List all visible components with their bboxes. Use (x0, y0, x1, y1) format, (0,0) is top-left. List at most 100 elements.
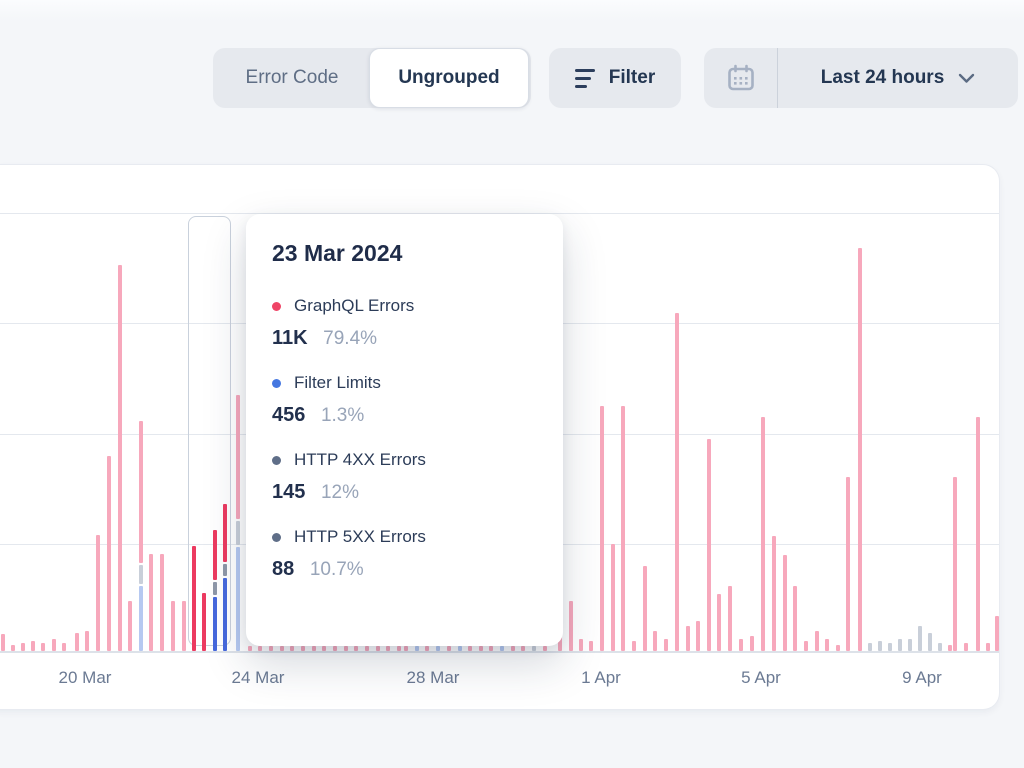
tab-error-code[interactable]: Error Code (245, 67, 339, 88)
bar-segment[interactable] (976, 417, 980, 651)
bar-segment[interactable] (354, 646, 358, 651)
bar-segment[interactable] (995, 616, 999, 651)
bar-segment[interactable] (404, 646, 408, 651)
bar-segment[interactable] (236, 395, 240, 519)
bar-segment[interactable] (118, 265, 122, 651)
bar-segment[interactable] (386, 646, 390, 651)
calendar-section[interactable] (704, 48, 778, 108)
bar-segment[interactable] (139, 565, 143, 584)
bar-segment[interactable] (1, 634, 5, 651)
bar-segment[interactable] (376, 646, 380, 651)
bar-segment[interactable] (707, 439, 711, 651)
bar-segment[interactable] (953, 477, 957, 651)
bar-segment[interactable] (458, 646, 462, 651)
bar-segment[interactable] (898, 639, 902, 651)
bar-segment[interactable] (107, 456, 111, 651)
bar-segment[interactable] (447, 646, 451, 651)
bar-segment[interactable] (589, 641, 593, 651)
bar-segment[interactable] (986, 643, 990, 651)
bar-segment[interactable] (258, 646, 262, 651)
bar-segment[interactable] (149, 554, 153, 651)
bar-segment[interactable] (643, 566, 647, 651)
bar-segment[interactable] (761, 417, 765, 651)
bar-segment[interactable] (846, 477, 850, 651)
bar-segment[interactable] (579, 639, 583, 651)
bar-segment[interactable] (415, 646, 419, 651)
bar-segment[interactable] (750, 636, 754, 651)
bar-segment[interactable] (717, 594, 721, 651)
bar-segment[interactable] (479, 646, 483, 651)
bar-segment[interactable] (280, 646, 284, 651)
bar-segment[interactable] (675, 313, 679, 651)
bar-segment[interactable] (333, 646, 337, 651)
bar-segment[interactable] (858, 248, 862, 651)
bar-segment[interactable] (793, 586, 797, 651)
bar-segment[interactable] (301, 646, 305, 651)
bar-segment[interactable] (213, 597, 217, 651)
bar-segment[interactable] (75, 633, 79, 651)
bar-segment[interactable] (21, 643, 25, 651)
bar-segment[interactable] (11, 645, 15, 651)
bar-segment[interactable] (52, 639, 56, 651)
bar-segment[interactable] (825, 639, 829, 651)
bar-segment[interactable] (836, 645, 840, 651)
bar-segment[interactable] (192, 546, 196, 651)
bar-segment[interactable] (948, 645, 952, 651)
bar-segment[interactable] (653, 631, 657, 651)
bar-segment[interactable] (236, 521, 240, 545)
bar-segment[interactable] (62, 643, 66, 651)
bar-segment[interactable] (397, 646, 401, 651)
bar-segment[interactable] (569, 601, 573, 651)
bar-segment[interactable] (500, 646, 504, 651)
bar-segment[interactable] (632, 641, 636, 651)
bar-segment[interactable] (468, 646, 472, 651)
bar-segment[interactable] (312, 646, 316, 651)
tab-ungrouped[interactable]: Ungrouped (369, 48, 529, 108)
bar-segment[interactable] (223, 504, 227, 562)
bar-segment[interactable] (290, 646, 294, 651)
bar-segment[interactable] (128, 601, 132, 651)
bar-segment[interactable] (964, 643, 968, 651)
bar-segment[interactable] (248, 646, 252, 651)
bar-segment[interactable] (621, 406, 625, 651)
bar-segment[interactable] (160, 554, 164, 651)
bar-segment[interactable] (783, 555, 787, 651)
bar-segment[interactable] (425, 646, 429, 651)
bar-segment[interactable] (31, 641, 35, 651)
bar-segment[interactable] (664, 639, 668, 651)
bar-segment[interactable] (269, 646, 273, 651)
bar-segment[interactable] (223, 578, 227, 651)
bar-segment[interactable] (139, 586, 143, 651)
bar-segment[interactable] (202, 593, 206, 651)
bar-segment[interactable] (611, 544, 615, 651)
bar-segment[interactable] (918, 626, 922, 651)
bar-segment[interactable] (532, 646, 536, 651)
bar-segment[interactable] (223, 564, 227, 576)
bar-segment[interactable] (171, 601, 175, 651)
bar-segment[interactable] (928, 633, 932, 651)
bar-segment[interactable] (543, 646, 547, 651)
bar-segment[interactable] (85, 631, 89, 651)
bar-segment[interactable] (436, 646, 440, 651)
bar-segment[interactable] (322, 646, 326, 651)
bar-segment[interactable] (938, 643, 942, 651)
bar-segment[interactable] (213, 582, 217, 595)
bar-segment[interactable] (521, 646, 525, 651)
bar-segment[interactable] (772, 536, 776, 651)
bar-segment[interactable] (236, 547, 240, 651)
bar-segment[interactable] (739, 639, 743, 651)
bar-segment[interactable] (489, 646, 493, 651)
bar-segment[interactable] (888, 643, 892, 651)
bar-segment[interactable] (344, 646, 348, 651)
bar-segment[interactable] (878, 641, 882, 651)
bar-segment[interactable] (511, 646, 515, 651)
bar-segment[interactable] (815, 631, 819, 651)
bar-segment[interactable] (41, 643, 45, 651)
bar-segment[interactable] (96, 535, 100, 651)
bar-segment[interactable] (365, 646, 369, 651)
bar-segment[interactable] (728, 586, 732, 651)
bar-segment[interactable] (213, 530, 217, 580)
filter-button[interactable]: Filter (549, 48, 681, 108)
bar-segment[interactable] (139, 421, 143, 563)
bar-segment[interactable] (686, 626, 690, 651)
